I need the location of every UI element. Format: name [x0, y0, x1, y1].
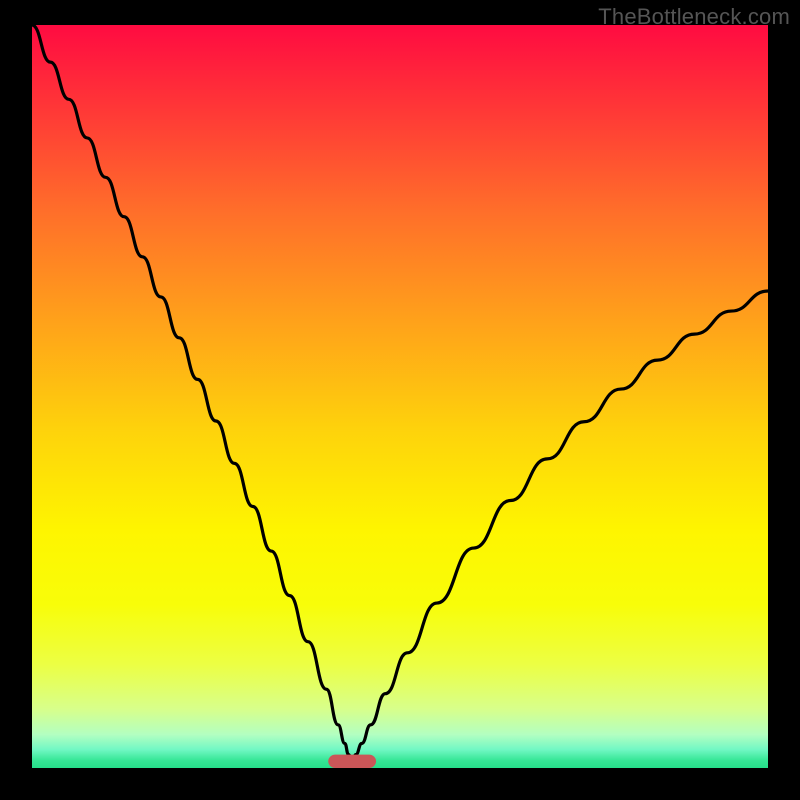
plot-background — [32, 25, 768, 768]
optimum-marker — [328, 755, 376, 768]
watermark-label: TheBottleneck.com — [598, 4, 790, 30]
bottleneck-chart — [0, 0, 800, 800]
